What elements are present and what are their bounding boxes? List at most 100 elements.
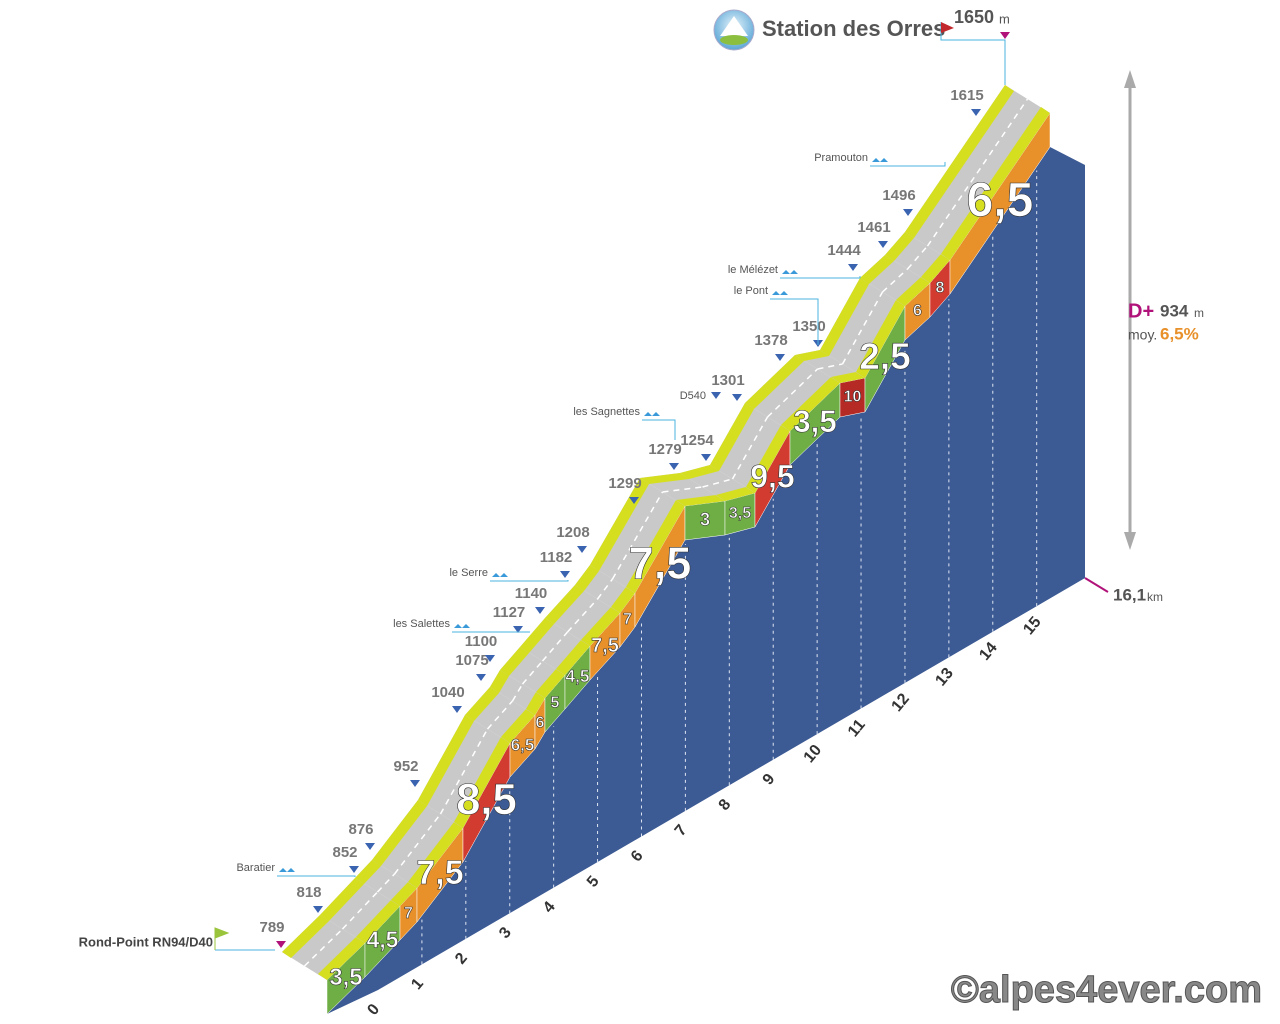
- altitude-marker: [971, 109, 981, 116]
- altitude-marker: [476, 674, 486, 681]
- road: [820, 278, 905, 378]
- road-edge: [355, 860, 381, 884]
- gradient-label: 6: [913, 303, 922, 320]
- road-edge: [745, 355, 804, 409]
- centre-line: [731, 416, 769, 480]
- altitude-marker: [577, 546, 587, 553]
- road-edge: [781, 377, 840, 431]
- km-label: 2: [452, 950, 471, 968]
- place-label: le Pont: [734, 285, 768, 297]
- road-edge: [501, 709, 535, 743]
- altitude-label: 1040: [431, 684, 464, 701]
- road-edge: [356, 900, 400, 943]
- distance-unit: km: [1147, 590, 1163, 604]
- road-edge: [626, 500, 685, 593]
- place-label: Pramouton: [814, 152, 868, 164]
- centre-line: [511, 683, 524, 702]
- road-edge: [820, 278, 869, 356]
- place-label: le Serre: [449, 567, 488, 579]
- km-label: 1: [408, 975, 427, 993]
- road-edge: [905, 85, 1014, 238]
- road-edge: [408, 822, 463, 888]
- road-edge: [921, 254, 950, 283]
- road-edge: [860, 255, 894, 284]
- altitude-marker: [775, 354, 785, 361]
- altitude-label: 952: [393, 758, 418, 775]
- gradient-label: 6: [536, 715, 545, 732]
- road-edge: [318, 937, 365, 980]
- credit: ©alpes4ever.com: [951, 969, 1262, 1011]
- place-icon: [279, 868, 295, 872]
- centre-line: [662, 486, 703, 493]
- altitude-label: 1461: [857, 219, 890, 236]
- title: Station des Orres: [762, 16, 945, 41]
- road-edge: [680, 465, 719, 479]
- gradient-label: 7: [404, 905, 413, 922]
- altitude-label: 1208: [556, 524, 589, 541]
- altitude-label: 1299: [608, 475, 641, 492]
- place-icon: [492, 573, 508, 577]
- gradient-label: 6,5: [967, 174, 1034, 227]
- place-icon: [872, 158, 888, 162]
- centre-line: [303, 928, 344, 967]
- altitude-label: 1100: [465, 633, 498, 650]
- altitude-marker: [732, 394, 742, 401]
- altitude-label: 1182: [540, 549, 573, 566]
- altitude-marker: [535, 607, 545, 614]
- altitude-label: 1140: [515, 585, 548, 602]
- altitude-marker: [848, 264, 858, 271]
- road-edge: [941, 107, 1050, 260]
- place-icon: [644, 412, 660, 416]
- km-label: 15: [1020, 614, 1045, 639]
- mountain-icon: [720, 16, 748, 36]
- place-label: les Salettes: [393, 618, 450, 630]
- km-label: 0: [364, 1001, 383, 1019]
- altitude-marker: [313, 906, 323, 913]
- road-edge: [490, 670, 509, 693]
- road-edge: [372, 800, 427, 866]
- km-label: 4: [540, 899, 559, 917]
- road-edge: [500, 647, 529, 676]
- summit-leader: [940, 22, 1006, 85]
- altitude-label: 1350: [792, 318, 825, 335]
- altitude-label: 1444: [827, 242, 861, 259]
- km-label: 13: [932, 665, 957, 690]
- road-edge: [640, 473, 689, 484]
- road-edge: [556, 640, 590, 675]
- gradient-label: 5: [551, 695, 560, 712]
- altitude-marker: [669, 463, 679, 470]
- altitude-marker: [878, 241, 888, 248]
- climb-value: 934: [1160, 301, 1189, 320]
- gradient-label: 8,5: [456, 775, 517, 824]
- altitude-marker: [410, 780, 420, 787]
- gradient-label: 9,5: [750, 458, 795, 494]
- place-leader: [277, 875, 356, 877]
- gradient-label: 7,5: [629, 537, 692, 588]
- summit-marker: [1000, 32, 1010, 39]
- altitude-label: 1254: [680, 432, 714, 449]
- centre-line: [341, 891, 379, 930]
- km-label: 3: [496, 924, 515, 942]
- road-edge: [710, 403, 754, 471]
- gradient-label: 4,5: [566, 666, 590, 686]
- km-label: 12: [889, 690, 914, 715]
- km-label: 8: [716, 796, 735, 814]
- climb-unit: m: [1194, 306, 1204, 320]
- place-leader: [870, 162, 946, 167]
- gradient-label: 6,5: [511, 735, 534, 754]
- gradient-label: 3: [700, 509, 710, 529]
- altitude-label: 1279: [648, 441, 681, 458]
- road-edge: [536, 669, 565, 698]
- km-label: 6: [628, 847, 647, 865]
- place-label: Baratier: [236, 862, 275, 874]
- km-label: 14: [976, 639, 1001, 664]
- altitude-label: 1127: [493, 604, 526, 621]
- centre-line: [702, 478, 733, 488]
- altitude-marker: [349, 866, 359, 873]
- centre-line: [926, 98, 1029, 247]
- altitude-marker: [629, 497, 639, 504]
- altitude-label: 1615: [950, 87, 983, 104]
- summit-altitude: 1650: [954, 7, 994, 27]
- distance-tick: [1084, 577, 1109, 593]
